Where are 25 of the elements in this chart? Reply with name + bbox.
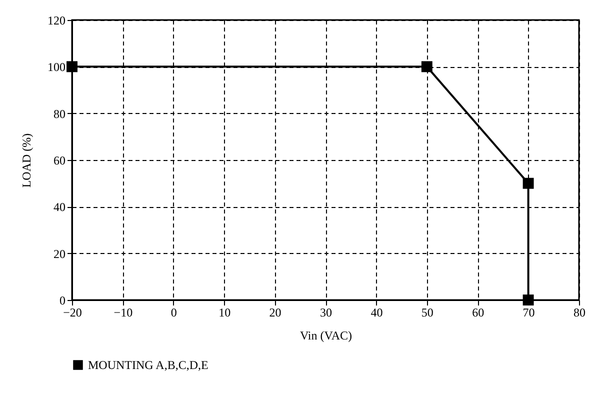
x-tick-label: 40 xyxy=(370,306,383,320)
x-tick-label: 0 xyxy=(170,306,177,320)
x-tick-label: 10 xyxy=(218,306,231,320)
x-tick-label: 50 xyxy=(421,306,434,320)
y-axis-title: LOAD (%) xyxy=(20,133,34,188)
point xyxy=(522,294,534,306)
point xyxy=(66,61,78,72)
legend-label: MOUNTING A,B,C,D,E xyxy=(88,358,208,372)
point xyxy=(421,61,432,72)
y-tick-label: 20 xyxy=(54,246,66,261)
x-tick-label: 80 xyxy=(574,306,586,320)
y-tick-label: 0 xyxy=(60,294,66,308)
y-tick-label: 120 xyxy=(48,14,66,28)
x-axis-title: Vin (VAC) xyxy=(300,328,352,342)
y-tick-label: 80 xyxy=(54,106,66,121)
x-tick-label: 70 xyxy=(522,306,535,320)
y-tick-label: 60 xyxy=(54,154,66,168)
x-tick-label: 60 xyxy=(472,306,484,320)
x-tick-label: −10 xyxy=(114,306,133,320)
y-tick-label: 100 xyxy=(48,60,66,74)
y-tick-label: 40 xyxy=(54,200,66,214)
point xyxy=(522,178,534,189)
x-tick-label: −20 xyxy=(63,306,82,320)
x-tick-label: 30 xyxy=(320,306,332,320)
x-tick-label: 20 xyxy=(269,306,282,320)
